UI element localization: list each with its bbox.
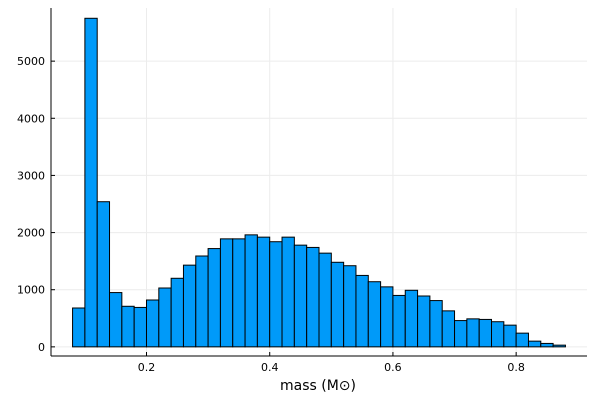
histogram-bar bbox=[478, 318, 493, 348]
histogram-bar bbox=[244, 234, 258, 348]
histogram-bar bbox=[318, 252, 332, 348]
y-tick-label: 2000 bbox=[17, 227, 45, 240]
histogram-bar bbox=[96, 201, 111, 348]
y-tick-label: 0 bbox=[38, 341, 45, 354]
x-tick-label: 0.2 bbox=[138, 361, 156, 374]
y-tick-label: 1000 bbox=[17, 284, 45, 297]
histogram-bar bbox=[454, 320, 468, 348]
histogram-bars bbox=[72, 17, 566, 348]
histogram-bar bbox=[527, 340, 542, 348]
y-tick-label: 4000 bbox=[17, 112, 45, 125]
x-tick-label: 0.8 bbox=[507, 361, 525, 374]
y-tick-label: 3000 bbox=[17, 169, 45, 182]
histogram-bar bbox=[552, 344, 566, 348]
histogram-bar bbox=[84, 17, 98, 348]
histogram-bar bbox=[170, 277, 184, 348]
histogram-bar bbox=[281, 236, 295, 348]
histogram-bar bbox=[232, 238, 246, 348]
histogram-bar bbox=[343, 265, 357, 348]
histogram-bar bbox=[182, 264, 197, 348]
histogram-bar bbox=[145, 299, 160, 348]
x-axis-ticks: 0.2 0.4 0.6 0.8 bbox=[138, 352, 525, 374]
histogram-bar bbox=[540, 342, 554, 348]
y-tick-label: 5000 bbox=[17, 55, 45, 68]
histogram-bar bbox=[417, 295, 431, 348]
histogram-bar bbox=[256, 236, 271, 348]
histogram-bar bbox=[392, 294, 406, 348]
x-tick-label: 0.4 bbox=[261, 361, 279, 374]
histogram-bar bbox=[133, 306, 147, 348]
axes bbox=[50, 8, 587, 357]
histogram-bar bbox=[367, 281, 382, 348]
histogram-bar bbox=[466, 318, 480, 348]
histogram-bar bbox=[269, 241, 283, 348]
histogram-bar bbox=[158, 287, 172, 348]
histogram-bar bbox=[515, 332, 529, 348]
histogram-bar bbox=[503, 324, 517, 348]
histogram-bar bbox=[355, 274, 369, 348]
histogram-bar bbox=[207, 248, 221, 348]
histogram-bar bbox=[306, 246, 320, 348]
histogram-bar bbox=[109, 292, 123, 348]
histogram-bar bbox=[429, 300, 443, 348]
histogram-bar bbox=[404, 289, 419, 348]
histogram-bar bbox=[293, 244, 308, 348]
x-tick-label: 0.6 bbox=[384, 361, 402, 374]
histogram-bar bbox=[380, 286, 394, 348]
histogram-bar bbox=[219, 238, 234, 348]
histogram-bar bbox=[330, 261, 345, 348]
x-axis-title: mass (M⊙) bbox=[280, 378, 356, 394]
histogram-bar bbox=[121, 305, 135, 348]
histogram-bar bbox=[441, 310, 456, 348]
histogram-bar bbox=[195, 255, 209, 348]
histogram-bar bbox=[72, 307, 86, 348]
histogram-bar bbox=[491, 321, 505, 348]
y-axis-ticks: 0 1000 2000 3000 4000 5000 bbox=[17, 55, 55, 354]
